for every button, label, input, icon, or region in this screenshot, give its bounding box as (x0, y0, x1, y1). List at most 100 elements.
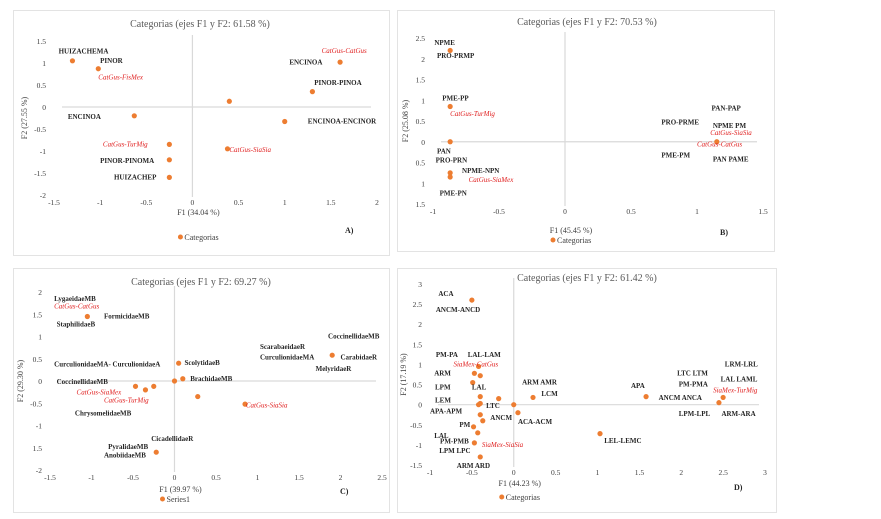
chart-b-x-tick-label: -0.5 (493, 207, 505, 216)
chart-panel-c (13, 268, 390, 513)
chart-a-x-axis-label: F1 (34.04 %) (177, 208, 220, 217)
chart-b-category-label: PAN (437, 147, 451, 155)
chart-d-data-point (470, 424, 477, 430)
chart-d-x-tick-label: 0.5 (551, 468, 561, 477)
chart-b-category-label: PRO-PRME (661, 118, 699, 126)
chart-b-category-label: PAN PAME (713, 156, 749, 164)
chart-c-x-tick-label: 2.5 (377, 473, 387, 482)
chart-c-x-tick-label: 0.5 (211, 473, 221, 482)
chart-b-y-tick-label: 2 (421, 55, 425, 64)
chart-c-y-tick-label: 1.5 (33, 444, 43, 453)
chart-b-x-tick-label: 0.5 (626, 207, 636, 216)
chart-d-category-label: LAL (434, 432, 449, 440)
chart-c-data-point (176, 360, 182, 366)
chart-d-category-label: LAL (472, 383, 487, 391)
chart-d-category-label: ARM AMR (522, 379, 558, 387)
chart-a-y-tick-label: 0.5 (37, 81, 47, 90)
chart-d-x-tick-label: 1.5 (635, 468, 645, 477)
chart-b-y-tick-label: 1 (421, 179, 425, 188)
chart-c-y-tick-label: 0.5 (33, 355, 43, 364)
chart-b-category-label: NPME PM (713, 122, 747, 130)
chart-c-group-label: CatGus-SiaMex (77, 388, 123, 396)
chart-d-data-point (471, 370, 477, 376)
chart-d-category-label: LAL LAML (721, 375, 758, 383)
chart-c-data-point (142, 387, 149, 393)
chart-c-y-tick-label: -1 (36, 422, 42, 431)
chart-a-data-point (224, 146, 231, 152)
chart-a-y-tick-label: 1 (42, 59, 46, 68)
chart-d-data-point (597, 431, 603, 437)
chart-a-category-label: PINOR (100, 57, 124, 65)
chart-d-category-label: LPM-LPL (679, 410, 711, 418)
chart-b-title: Categorias (ejes F1 y F2: 70.53 %) (517, 17, 657, 28)
chart-c-y-tick-label: 2 (38, 288, 42, 297)
chart-a-data-point (226, 98, 232, 104)
chart-b-category-label: NPME (434, 39, 455, 47)
chart-c-y-tick-label: 0 (38, 377, 42, 386)
chart-b-group-label: CatGus-TurMig (450, 110, 495, 118)
chart-b-category-label: PRO-PRN (436, 157, 468, 165)
chart-c-category-label: PyralidaeMB (108, 443, 148, 451)
chart-d-category-label: ACA-ACM (518, 418, 553, 426)
chart-d-data-point (471, 440, 477, 446)
chart-d-group-label: SiaMex-TurMig (713, 387, 758, 395)
chart-c-category-label: LygaeidaeMB (54, 295, 96, 303)
chart-d-y-tick-label: 1 (418, 360, 422, 369)
chart-d-category-label: LRM-LRL (725, 360, 758, 368)
chart-d-data-point (477, 394, 483, 400)
chart-d-x-axis-label: F1 (44.23 %) (499, 479, 542, 488)
chart-d-x-tick-label: 0 (512, 468, 516, 477)
chart-b-legend-label: Categorias (557, 236, 591, 245)
chart-c-category-label: ScolytidaeB (184, 359, 220, 367)
chart-d-data-point (530, 394, 536, 401)
chart-a-x-tick-label: 1 (283, 198, 287, 207)
chart-b-y-tick-label: 1.5 (416, 76, 426, 85)
chart-a-group-label: CatGus-FisMex (98, 74, 144, 82)
chart-d-legend-label: Categorias (506, 493, 540, 502)
chart-c-x-tick-label: -0.5 (127, 473, 139, 482)
chart-c-group-label: CatGus-SiaSia (246, 402, 288, 410)
chart-d-data-point (470, 379, 476, 386)
chart-c-x-axis-label: F1 (39.97 %) (159, 485, 202, 494)
chart-a-category-label: ENCINOA-ENCINOR (308, 118, 377, 126)
chart-a-data-point (131, 113, 137, 119)
chart-d-y-tick-label: 2 (418, 320, 422, 329)
chart-a-x-tick-label: -0.5 (140, 198, 152, 207)
chart-a-category-label: HUIZACHEMA (59, 47, 109, 55)
chart-d-category-label: LPM (435, 383, 451, 391)
chart-b-y-tick-label: 0 (421, 138, 425, 147)
chart-d-group-label: SiaMex-CatGus (453, 360, 498, 368)
chart-a-category-label: HUIZACHEP (114, 174, 157, 182)
chart-a-x-tick-label: 0.5 (234, 198, 244, 207)
chart-d-y-axis-label: F2 (17.19 %) (399, 353, 408, 396)
chart-d-x-tick-label: -1 (427, 468, 433, 477)
chart-d-data-point (477, 412, 483, 418)
chart-b-x-tick-label: 1 (695, 207, 699, 216)
chart-b-data-point (447, 174, 453, 180)
chart-c-category-label: FormicidaeMB (104, 313, 150, 321)
chart-d-category-label: LAL-LAM (468, 351, 501, 359)
chart-a-category-label: ENCINOA (289, 58, 322, 66)
chart-a-data-point (166, 174, 172, 180)
chart-c-data-point (171, 378, 178, 384)
chart-b-data-point (714, 139, 720, 145)
chart-a-category-label: PINOR-PINOMA (100, 157, 154, 165)
chart-c-y-tick-label: 1.5 (33, 310, 43, 319)
chart-c-data-point (195, 393, 201, 400)
chart-d-data-point (720, 394, 726, 401)
chart-d-y-tick-label: 0 (418, 401, 422, 410)
chart-c-data-point (84, 313, 90, 320)
chart-b-group-label: CatGus-SiaMex (469, 176, 515, 184)
chart-d-title: Categorias (ejes F1 y F2: 61.42 %) (517, 273, 657, 284)
chart-c-data-point (329, 352, 335, 358)
chart-d-category-label: ANCM (490, 414, 512, 422)
chart-d-category-label: PM-PA (436, 351, 458, 359)
chart-a-title: Categorias (ejes F1 y F2: 61.58 %) (130, 19, 270, 30)
chart-c-y-tick-label: 1 (38, 333, 42, 342)
chart-d-category-label: PM-PMB (440, 438, 469, 446)
chart-b-x-tick-label: -1 (430, 207, 436, 216)
chart-a-y-axis-label: F2 (27.55 %) (20, 96, 29, 139)
chart-d-data-point (475, 363, 482, 370)
chart-d-group-label: SiaMex-SiaSia (482, 441, 524, 449)
